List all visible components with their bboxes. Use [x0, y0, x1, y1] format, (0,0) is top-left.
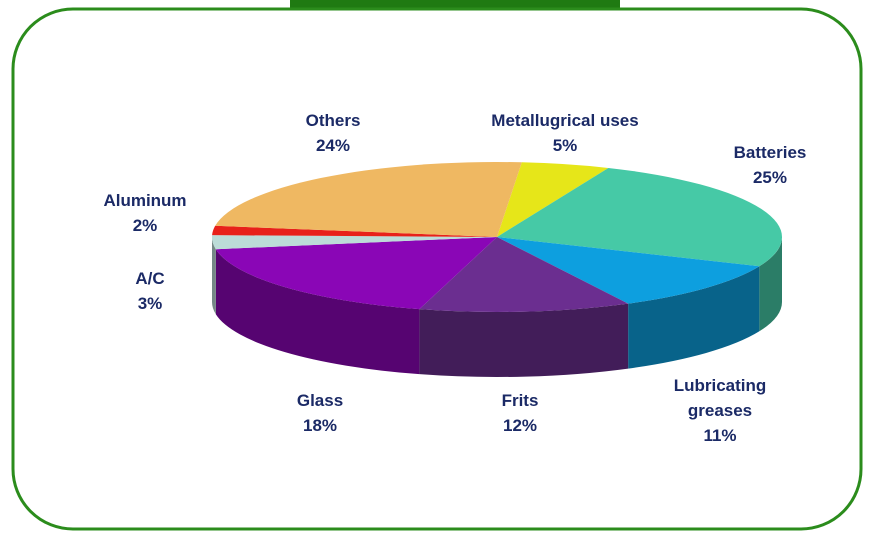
- category-label: Lubricating greases: [673, 376, 767, 420]
- slice: [215, 162, 522, 237]
- slice: [215, 237, 497, 310]
- slice-side: [215, 249, 420, 375]
- slice-label: Others 24%: [306, 108, 361, 158]
- slice-label: Frits 12%: [502, 388, 539, 438]
- slice-side: [419, 303, 629, 377]
- slice-label: Aluminum 2%: [103, 188, 186, 238]
- category-label: Aluminum: [103, 191, 187, 210]
- slice: [497, 237, 760, 304]
- frame: [11, 7, 863, 531]
- value-label: 12%: [502, 416, 538, 435]
- value-label: 3%: [137, 294, 163, 313]
- slice-side: [759, 237, 783, 332]
- header-bar: [290, 0, 620, 9]
- slice: [212, 235, 498, 250]
- category-label: Batteries: [733, 143, 807, 162]
- category-label: Others: [305, 111, 361, 130]
- category-label: A/C: [135, 269, 165, 288]
- value-label: 25%: [752, 168, 788, 187]
- slice-label: Metallugrical uses 5%: [491, 108, 638, 158]
- slice-label: Lubricating greases 11%: [660, 373, 780, 448]
- slice: [497, 167, 782, 267]
- category-label: Frits: [501, 391, 539, 410]
- slice: [497, 162, 609, 237]
- value-label: 18%: [302, 416, 338, 435]
- category-label: Glass: [296, 391, 344, 410]
- slice-label: A/C 3%: [135, 266, 164, 316]
- category-label: Metallugrical uses: [491, 111, 639, 130]
- value-label: 11%: [703, 426, 737, 445]
- slice-label: Glass 18%: [297, 388, 343, 438]
- slice-label: Batteries 25%: [734, 140, 807, 190]
- slice-side: [628, 266, 760, 369]
- value-label: 24%: [315, 136, 351, 155]
- slice: [212, 225, 497, 237]
- value-label: 5%: [552, 136, 578, 155]
- slice-side: [212, 237, 216, 315]
- value-label: 2%: [132, 216, 158, 235]
- slice: [419, 237, 629, 312]
